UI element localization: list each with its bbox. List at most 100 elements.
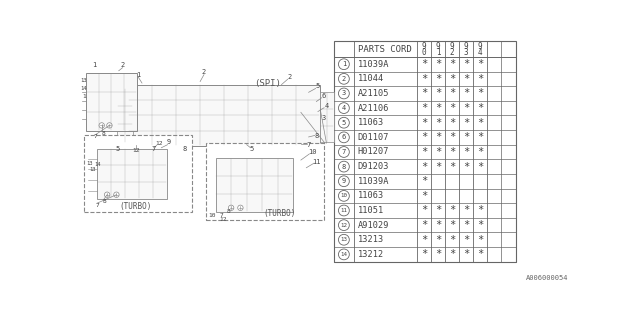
Text: *: * — [421, 220, 428, 230]
Text: 7: 7 — [307, 142, 311, 148]
Text: 10: 10 — [208, 213, 216, 218]
Text: 5: 5 — [342, 120, 346, 126]
Text: 8: 8 — [314, 133, 319, 139]
Text: A21106: A21106 — [358, 104, 389, 113]
Text: 7: 7 — [93, 134, 97, 140]
Text: *: * — [421, 162, 428, 172]
Text: *: * — [449, 249, 455, 260]
Text: *: * — [463, 118, 469, 128]
Text: *: * — [477, 74, 483, 84]
Circle shape — [107, 123, 112, 128]
Text: *: * — [463, 103, 469, 113]
Text: A006000054: A006000054 — [525, 275, 568, 281]
Circle shape — [339, 249, 349, 260]
Text: 3: 3 — [342, 91, 346, 96]
Circle shape — [339, 205, 349, 216]
Text: *: * — [477, 147, 483, 157]
Circle shape — [339, 176, 349, 187]
Text: 1: 1 — [82, 94, 86, 99]
Text: 8: 8 — [227, 209, 230, 214]
Text: *: * — [449, 162, 455, 172]
Text: *: * — [449, 59, 455, 69]
Text: *: * — [477, 220, 483, 230]
Text: 8: 8 — [182, 146, 187, 152]
Text: *: * — [463, 220, 469, 230]
Text: 11: 11 — [340, 208, 348, 213]
Text: 9: 9 — [436, 42, 440, 52]
Bar — [97, 148, 167, 198]
Text: *: * — [421, 74, 428, 84]
Bar — [320, 92, 334, 142]
Text: A91029: A91029 — [358, 220, 389, 230]
Text: *: * — [421, 191, 428, 201]
Text: *: * — [435, 118, 441, 128]
Text: (TURBO): (TURBO) — [264, 210, 296, 219]
Text: *: * — [435, 59, 441, 69]
Text: *: * — [421, 205, 428, 215]
Text: *: * — [449, 132, 455, 142]
Text: 9: 9 — [422, 42, 426, 52]
Text: *: * — [449, 88, 455, 99]
Text: 11: 11 — [312, 159, 321, 164]
Text: *: * — [421, 249, 428, 260]
Text: 13: 13 — [81, 78, 87, 83]
Text: *: * — [449, 118, 455, 128]
Text: 4: 4 — [324, 103, 328, 109]
Text: *: * — [463, 235, 469, 245]
Text: PARTS CORD: PARTS CORD — [358, 45, 412, 54]
Text: *: * — [435, 132, 441, 142]
Text: 2: 2 — [120, 62, 125, 68]
Text: *: * — [477, 205, 483, 215]
Text: *: * — [421, 59, 428, 69]
Text: *: * — [477, 103, 483, 113]
Circle shape — [228, 205, 234, 211]
Text: 9: 9 — [477, 42, 482, 52]
Bar — [86, 73, 136, 131]
Text: *: * — [477, 132, 483, 142]
Circle shape — [104, 192, 110, 197]
Text: A21105: A21105 — [358, 89, 389, 98]
Text: 8: 8 — [101, 131, 105, 136]
Text: 7: 7 — [152, 146, 156, 152]
Text: (SPI): (SPI) — [254, 78, 281, 88]
Text: 11063: 11063 — [358, 191, 384, 200]
Text: 12: 12 — [220, 217, 227, 222]
Text: 9: 9 — [167, 139, 172, 145]
Bar — [334, 42, 516, 262]
Circle shape — [237, 205, 243, 211]
Text: *: * — [463, 88, 469, 99]
Text: 1: 1 — [342, 61, 346, 67]
Text: 14: 14 — [81, 86, 87, 91]
Text: 7: 7 — [95, 203, 99, 208]
Text: *: * — [449, 235, 455, 245]
Text: 13: 13 — [86, 161, 93, 166]
Text: 2: 2 — [342, 76, 346, 82]
Text: 4: 4 — [342, 105, 346, 111]
Text: *: * — [463, 249, 469, 260]
Circle shape — [99, 123, 104, 128]
Bar — [117, 88, 132, 142]
Text: *: * — [421, 147, 428, 157]
Text: *: * — [463, 147, 469, 157]
Text: *: * — [435, 162, 441, 172]
Text: *: * — [477, 235, 483, 245]
Text: 10: 10 — [340, 193, 348, 198]
Circle shape — [339, 234, 349, 245]
Text: *: * — [463, 132, 469, 142]
Text: 9: 9 — [463, 42, 468, 52]
Text: 8: 8 — [103, 199, 107, 204]
Text: 11063: 11063 — [358, 118, 384, 127]
Text: *: * — [463, 59, 469, 69]
Text: 8: 8 — [342, 164, 346, 170]
Text: 1: 1 — [92, 62, 96, 68]
Circle shape — [339, 190, 349, 201]
Text: 12: 12 — [156, 141, 163, 146]
Text: *: * — [449, 147, 455, 157]
Text: (TURBO): (TURBO) — [120, 202, 152, 211]
Text: 1: 1 — [436, 48, 440, 57]
Text: *: * — [477, 59, 483, 69]
Text: 10: 10 — [308, 149, 317, 155]
Text: 1: 1 — [136, 72, 140, 77]
Text: 7: 7 — [342, 149, 346, 155]
Text: *: * — [477, 162, 483, 172]
